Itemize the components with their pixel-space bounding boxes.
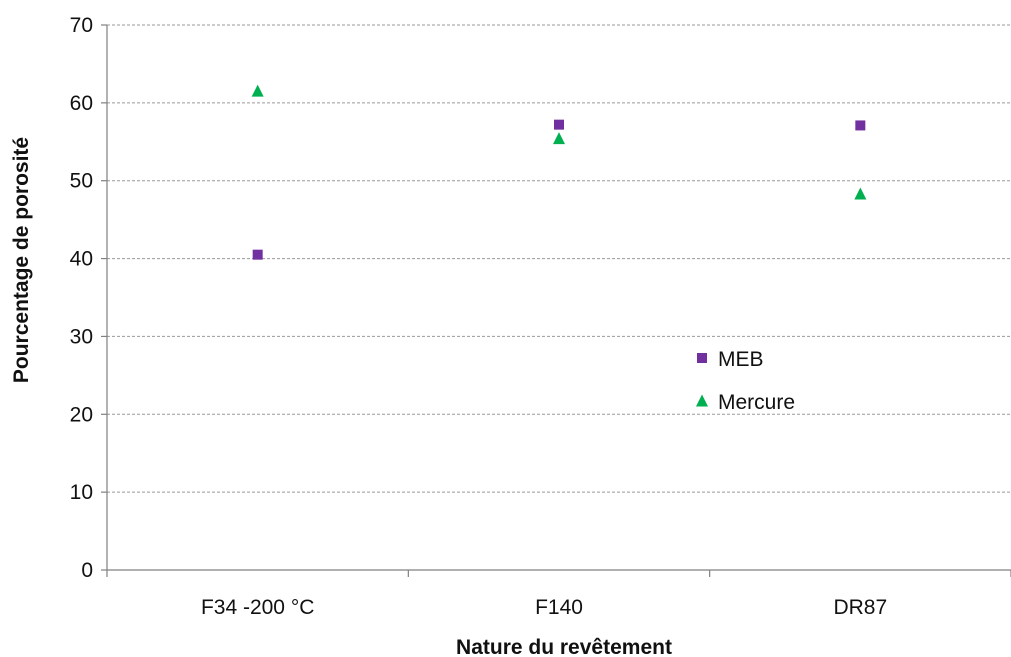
data-point-mercure xyxy=(553,132,565,145)
y-tick-label: 0 xyxy=(81,559,93,582)
legend-label: Mercure xyxy=(718,391,795,414)
legend-marker-meb xyxy=(697,353,707,363)
y-tick-label: 10 xyxy=(70,481,93,504)
x-tick-labels: F34 -200 °C F140 DR87 xyxy=(106,570,1011,619)
axes xyxy=(106,25,1011,571)
legend-label: MEB xyxy=(718,348,764,371)
y-tick-label: 50 xyxy=(70,170,93,193)
y-tick-label: 40 xyxy=(70,248,93,271)
legend-marker-mercure xyxy=(696,394,708,407)
x-axis-title: Nature du revêtement xyxy=(456,636,672,657)
y-tick-label: 20 xyxy=(70,403,93,426)
y-tick-labels: 0 10 20 30 40 50 60 70 xyxy=(70,14,107,582)
y-axis-title: Pourcentage de porosité xyxy=(10,137,33,383)
data-point-mercure xyxy=(854,187,867,200)
x-tick-label: F34 -200 °C xyxy=(201,596,314,619)
gridlines xyxy=(107,24,1011,493)
data-point-mercure xyxy=(251,84,264,97)
data-point-meb xyxy=(554,119,564,130)
legend: MEB Mercure xyxy=(696,348,795,414)
data-point-meb xyxy=(252,249,263,260)
data-point-meb xyxy=(855,120,866,131)
y-tick-label: 30 xyxy=(70,325,93,348)
x-tick-label: DR87 xyxy=(833,596,887,619)
data-points xyxy=(251,84,867,260)
y-tick-label: 60 xyxy=(70,92,93,115)
x-tick-label: F140 xyxy=(535,596,583,619)
y-tick-label: 70 xyxy=(70,14,93,37)
